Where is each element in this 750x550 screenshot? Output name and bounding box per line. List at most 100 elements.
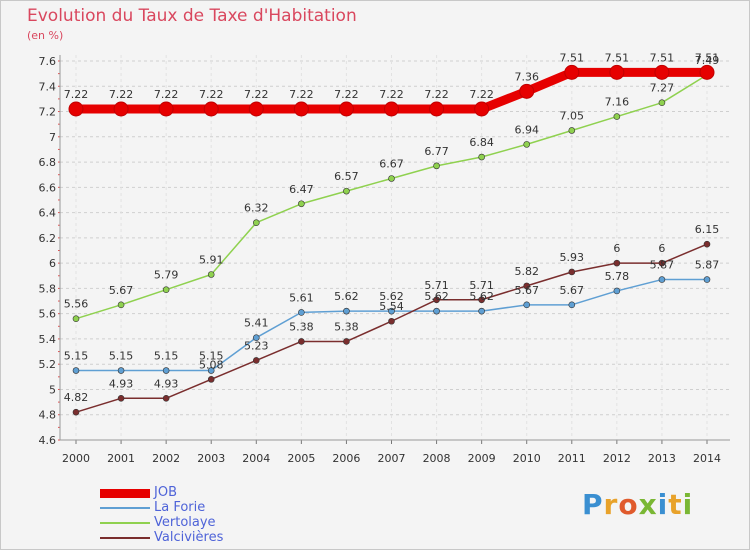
- data-label-vertolaye: 6.67: [379, 157, 404, 170]
- logo-letter: t: [668, 488, 683, 521]
- data-label-vertolaye: 7.16: [605, 96, 630, 109]
- data-label-valcivi-res: 5.38: [289, 320, 314, 333]
- data-label-la-forie: 5.62: [424, 290, 449, 303]
- y-tick-label: 4.6: [39, 434, 57, 447]
- data-point-valcivi-res: [388, 317, 395, 325]
- data-point-vertolaye: [72, 315, 80, 323]
- y-tick-label: 7.6: [39, 55, 57, 68]
- data-point-vertolaye: [613, 113, 621, 120]
- data-point-la-forie: [162, 367, 170, 374]
- data-point-job: [609, 64, 625, 80]
- data-point-valcivi-res: [343, 338, 350, 345]
- data-point-valcivi-res: [613, 259, 621, 267]
- y-tick-label: 5.8: [39, 282, 57, 295]
- data-point-job: [519, 83, 535, 99]
- x-tick-label: 2010: [513, 452, 541, 465]
- x-tick-label: 2003: [197, 452, 225, 465]
- data-label-la-forie: 5.61: [289, 291, 314, 304]
- data-point-vertolaye: [252, 219, 260, 227]
- x-tick-label: 2002: [152, 452, 180, 465]
- y-tick-label: 7.2: [39, 106, 57, 119]
- data-label-valcivi-res: 6: [658, 242, 665, 255]
- data-point-job: [113, 101, 129, 117]
- data-point-vertolaye: [568, 127, 576, 134]
- data-point-la-forie: [388, 307, 395, 315]
- data-label-la-forie: 5.15: [64, 350, 89, 363]
- x-tick-label: 2011: [558, 452, 586, 465]
- data-label-job: 7.22: [199, 88, 224, 101]
- data-label-la-forie: 5.67: [560, 284, 585, 297]
- legend-label-job: JOB: [154, 485, 177, 500]
- data-point-valcivi-res: [162, 395, 170, 402]
- x-tick-label: 2014: [693, 452, 721, 465]
- data-label-la-forie: 5.87: [695, 259, 720, 272]
- line-chart: 4.6 4.8 5 5.2 5.4 5.6 5.8 6 6.2 6.4 6.6 6.8 7 7.2 7.4 7…: [39, 51, 730, 465]
- data-label-job: 7.22: [289, 88, 314, 101]
- logo-letter: i: [682, 488, 694, 521]
- data-point-vertolaye: [433, 162, 440, 170]
- data-label-job: 7.51: [560, 51, 585, 64]
- data-point-la-forie: [478, 307, 485, 315]
- data-point-job: [654, 64, 670, 80]
- data-label-job: 7.22: [109, 88, 134, 101]
- data-label-vertolaye: 6.94: [514, 123, 539, 136]
- data-label-job: 7.22: [154, 88, 179, 101]
- y-tick-label: 7: [49, 131, 56, 144]
- x-tick-label: 2009: [468, 452, 496, 465]
- logo-letter: i: [657, 488, 669, 521]
- data-label-vertolaye: 6.47: [289, 183, 314, 196]
- x-tick-label: 2006: [332, 452, 360, 465]
- x-tick-label: 2007: [378, 452, 406, 465]
- data-label-job: 7.51: [695, 51, 720, 64]
- data-label-vertolaye: 7.49: [695, 54, 720, 67]
- data-point-valcivi-res: [298, 338, 305, 345]
- data-label-vertolaye: 5.91: [199, 254, 224, 267]
- data-label-valcivi-res: 5.71: [424, 279, 449, 292]
- data-point-vertolaye: [207, 271, 215, 278]
- data-label-valcivi-res: 5.71: [469, 279, 494, 292]
- y-tick-label: 6: [49, 257, 56, 270]
- logo-letter: P: [582, 488, 604, 521]
- data-label-vertolaye: 7.27: [650, 82, 675, 95]
- y-tick-label: 7.4: [39, 80, 57, 93]
- data-label-valcivi-res: 4.93: [154, 377, 179, 390]
- y-tick-label: 5: [49, 383, 56, 396]
- data-label-la-forie: 5.15: [109, 350, 134, 363]
- data-label-valcivi-res: 4.82: [64, 391, 89, 404]
- data-point-vertolaye: [343, 187, 350, 195]
- y-tick-label: 6.2: [39, 232, 57, 245]
- data-label-job: 7.22: [424, 88, 449, 101]
- x-tick-label: 2005: [287, 452, 315, 465]
- proxiti-logo: Proxiti: [582, 488, 693, 521]
- data-label-valcivi-res: 5.38: [334, 320, 359, 333]
- data-point-valcivi-res: [433, 296, 440, 304]
- data-point-valcivi-res: [478, 296, 485, 304]
- data-label-job: 7.36: [514, 70, 539, 83]
- data-point-la-forie: [658, 276, 666, 283]
- data-label-vertolaye: 6.32: [244, 202, 269, 215]
- data-label-la-forie: 5.15: [199, 350, 224, 363]
- data-label-job: 7.51: [605, 51, 630, 64]
- chart-title: Evolution du Taux de Taxe d'Habitation: [27, 6, 357, 26]
- data-label-la-forie: 5.62: [469, 290, 494, 303]
- data-point-la-forie: [343, 307, 350, 315]
- data-point-la-forie: [207, 367, 215, 374]
- data-label-valcivi-res: 6.15: [695, 223, 720, 236]
- legend-item-la-forie: La Forie: [100, 500, 300, 515]
- data-point-la-forie: [568, 301, 576, 309]
- data-point-job: [68, 101, 84, 117]
- data-point-job: [158, 101, 174, 117]
- data-point-job: [564, 64, 580, 80]
- data-label-la-forie: 5.67: [514, 284, 539, 297]
- y-tick-label: 5.4: [39, 333, 57, 346]
- data-point-job: [293, 101, 309, 117]
- x-tick-label: 2008: [423, 452, 451, 465]
- data-point-valcivi-res: [703, 240, 711, 248]
- unit-label: (en %): [27, 29, 64, 42]
- y-tick-label: 5.6: [39, 308, 57, 321]
- data-point-job: [248, 101, 264, 117]
- logo-letter: r: [603, 488, 619, 521]
- data-point-valcivi-res: [207, 376, 215, 383]
- data-point-la-forie: [252, 334, 260, 341]
- data-label-valcivi-res: 6: [613, 242, 620, 255]
